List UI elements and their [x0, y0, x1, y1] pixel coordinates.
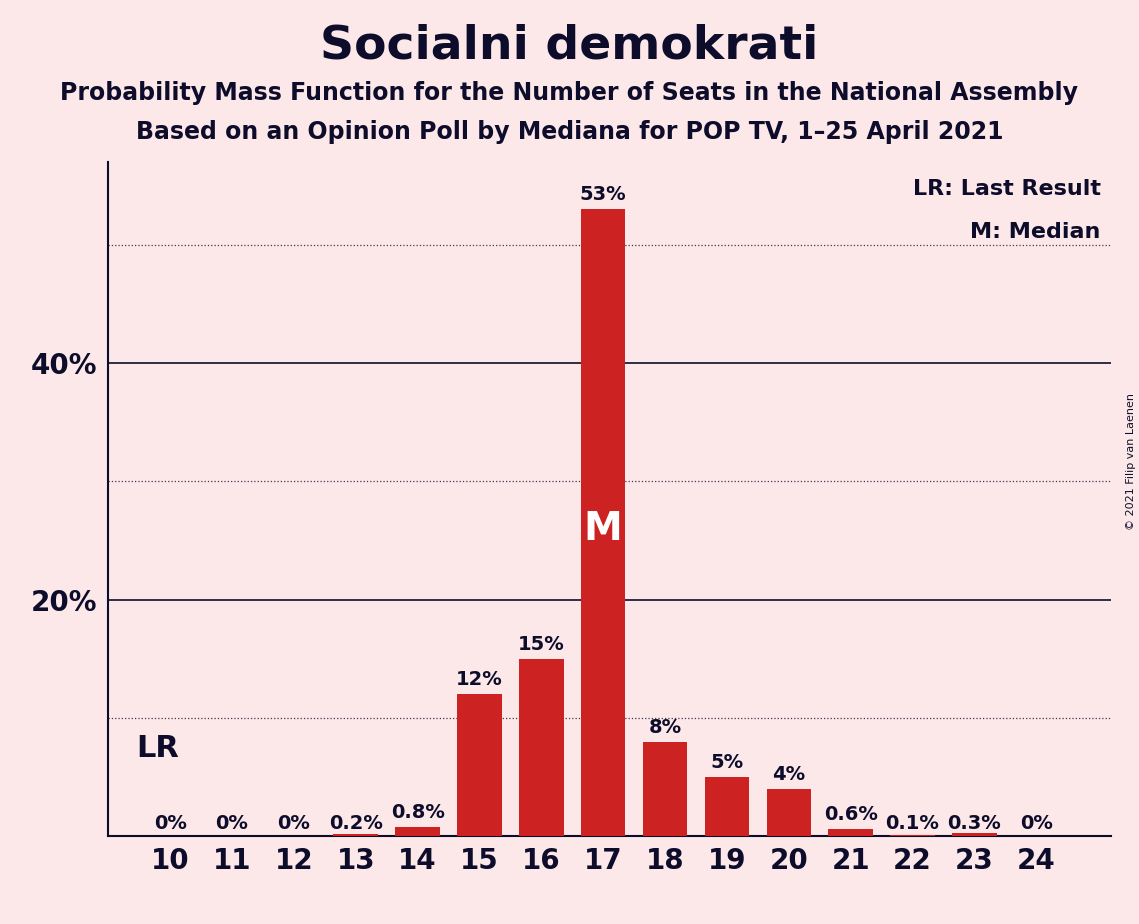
Text: Based on an Opinion Poll by Mediana for POP TV, 1–25 April 2021: Based on an Opinion Poll by Mediana for …: [136, 120, 1003, 144]
Text: 4%: 4%: [772, 765, 805, 784]
Text: 0.1%: 0.1%: [886, 814, 940, 833]
Text: 53%: 53%: [580, 186, 626, 204]
Text: 0%: 0%: [154, 814, 187, 833]
Bar: [828, 829, 872, 836]
Bar: [705, 777, 749, 836]
Text: © 2021 Filip van Laenen: © 2021 Filip van Laenen: [1126, 394, 1136, 530]
Text: 0%: 0%: [278, 814, 310, 833]
Text: LR: Last Result: LR: Last Result: [912, 178, 1100, 199]
Text: 5%: 5%: [711, 753, 744, 772]
Text: 15%: 15%: [518, 635, 565, 654]
Bar: [395, 827, 440, 836]
Text: Socialni demokrati: Socialni demokrati: [320, 23, 819, 68]
Bar: [891, 835, 935, 836]
Text: 8%: 8%: [648, 718, 681, 736]
Text: 12%: 12%: [456, 671, 502, 689]
Text: 0.6%: 0.6%: [823, 806, 878, 824]
Text: Probability Mass Function for the Number of Seats in the National Assembly: Probability Mass Function for the Number…: [60, 81, 1079, 105]
Bar: [519, 659, 564, 836]
Bar: [767, 789, 811, 836]
Bar: [581, 209, 625, 836]
Text: 0.3%: 0.3%: [948, 814, 1001, 833]
Bar: [457, 694, 501, 836]
Text: 0%: 0%: [215, 814, 248, 833]
Text: LR: LR: [136, 735, 179, 763]
Text: M: M: [584, 509, 623, 548]
Text: 0%: 0%: [1019, 814, 1052, 833]
Bar: [642, 742, 687, 836]
Text: 0.8%: 0.8%: [391, 803, 444, 822]
Text: M: Median: M: Median: [970, 223, 1100, 242]
Bar: [952, 833, 997, 836]
Text: 0.2%: 0.2%: [329, 814, 383, 833]
Bar: [334, 833, 378, 836]
